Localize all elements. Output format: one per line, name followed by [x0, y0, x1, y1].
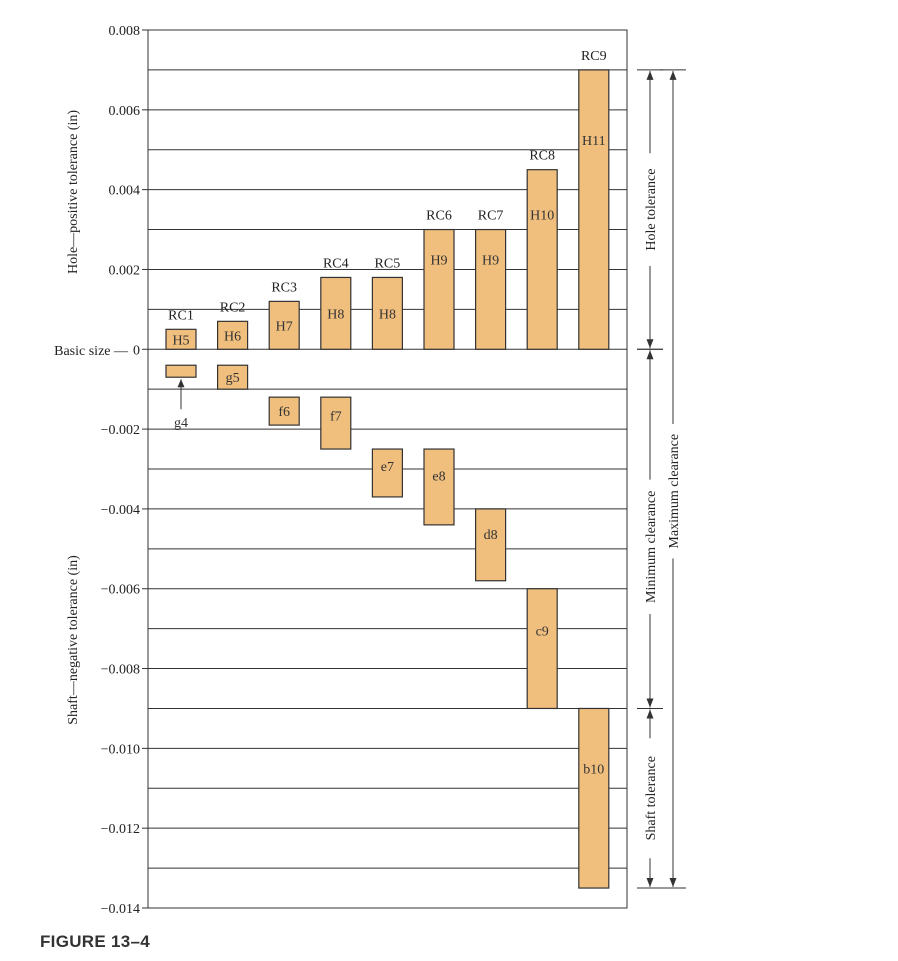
fit-label: RC9 [581, 49, 607, 64]
dimension-label: Shaft tolerance [644, 756, 659, 840]
shaft-bar [165, 364, 197, 378]
hole-bar [475, 228, 507, 350]
maximum-clearance-dimension: Maximum clearance [660, 69, 686, 889]
y-tick-label: −0.002 [101, 423, 140, 438]
hole-bar [217, 320, 249, 350]
shaft-bar [526, 588, 558, 710]
hole-grade-label: H9 [482, 253, 499, 268]
hole-grade-label: H5 [172, 333, 189, 348]
y-tick-label: 0.002 [109, 263, 141, 278]
shaft-bar [217, 364, 249, 390]
fit-label: RC7 [478, 209, 504, 224]
hole-grade-label: H8 [327, 307, 344, 322]
hole-bar [371, 276, 403, 350]
arrowhead-top [646, 350, 654, 360]
fit-label: RC4 [323, 256, 349, 271]
hole-tolerance-dimension: Hole tolerance [637, 69, 663, 350]
y-tick-label: −0.004 [101, 503, 140, 518]
shaft-grade-label: g4 [174, 416, 188, 431]
arrowhead-bottom [646, 698, 654, 708]
arrowhead-bottom [646, 878, 654, 888]
y-tick-label: −0.008 [101, 663, 140, 678]
y-tick-label: 0.004 [109, 184, 141, 199]
hole-bar [578, 69, 610, 350]
dimension-label: Hole tolerance [644, 169, 659, 251]
shaft-tolerance-dimension: Shaft tolerance [637, 707, 663, 889]
fit-label: RC8 [529, 149, 555, 164]
y-tick-label: −0.014 [101, 902, 140, 917]
hole-grade-label: H9 [430, 253, 447, 268]
arrowhead-bottom [669, 878, 677, 888]
arrowhead-top [646, 70, 654, 80]
figure-caption: FIGURE 13–4 [40, 932, 151, 951]
shaft-grade-label: e8 [432, 470, 445, 485]
y-tick-labels: 0.008 0.006 0.004 0.002 0 −0.002 −0.004 −0.006 −… [101, 24, 148, 917]
shaft-grade-label: g5 [226, 371, 240, 386]
fit-label: RC2 [220, 300, 246, 315]
hole-bar [165, 328, 197, 350]
arrowhead-top [646, 709, 654, 719]
fit-label: RC3 [271, 280, 297, 295]
y-tick-label: −0.012 [101, 822, 140, 837]
fit-label: RC5 [375, 256, 401, 271]
shaft-grade-label: b10 [583, 762, 604, 777]
shaft-bar [320, 396, 352, 450]
shaft-grade-label: f7 [330, 409, 342, 424]
arrowhead-bottom [646, 339, 654, 349]
y-tick-label: 0 [133, 343, 140, 358]
shaft-bar [578, 707, 610, 889]
y-tick-label: 0.008 [109, 24, 141, 39]
hole-grade-label: H11 [582, 134, 606, 149]
dimension-label: Maximum clearance [667, 434, 682, 549]
y-tick-label: −0.006 [101, 583, 140, 598]
hole-bar [268, 300, 300, 350]
hole-grade-label: H7 [276, 319, 293, 334]
y-tick-label: 0.006 [109, 104, 141, 119]
shaft-bar [423, 448, 455, 526]
hole-grade-label: H10 [530, 209, 554, 224]
shaft-bar [371, 448, 403, 498]
hole-grade-label: H8 [379, 307, 396, 322]
y-axis-label-hole: Hole—positive tolerance (in) [66, 110, 81, 274]
hole-grade-label: H6 [224, 329, 241, 344]
fit-label: RC6 [426, 209, 452, 224]
shaft-grade-label: e7 [381, 460, 394, 475]
shaft-grade-label: d8 [484, 528, 498, 543]
hole-bar [320, 276, 352, 350]
y-axis-label-shaft: Shaft—negative tolerance (in) [66, 555, 81, 725]
g4-pointer-arrowhead [177, 379, 185, 388]
shaft-grade-label: f6 [278, 405, 290, 420]
dimension-annotations: Hole tolerance Minimum clearance Shaft tol… [637, 69, 686, 889]
fit-label: RC1 [168, 308, 194, 323]
fit-bars: H5 RC1 g4 H6 RC2 g5 H7 RC3 f6 H8 RC4 f7 H8 RC5 e7 H9 RC6… [165, 49, 610, 889]
y-tick-label: −0.010 [101, 742, 140, 757]
basic-size-label: Basic size — [54, 344, 129, 359]
minimum-clearance-dimension: Minimum clearance [637, 348, 663, 709]
shaft-bar [475, 508, 507, 582]
hole-bar [423, 228, 455, 350]
hole-bar [526, 169, 558, 350]
arrowhead-top [669, 70, 677, 80]
shaft-grade-label: c9 [536, 625, 549, 640]
shaft-bar [268, 396, 300, 426]
dimension-label: Minimum clearance [644, 491, 659, 603]
